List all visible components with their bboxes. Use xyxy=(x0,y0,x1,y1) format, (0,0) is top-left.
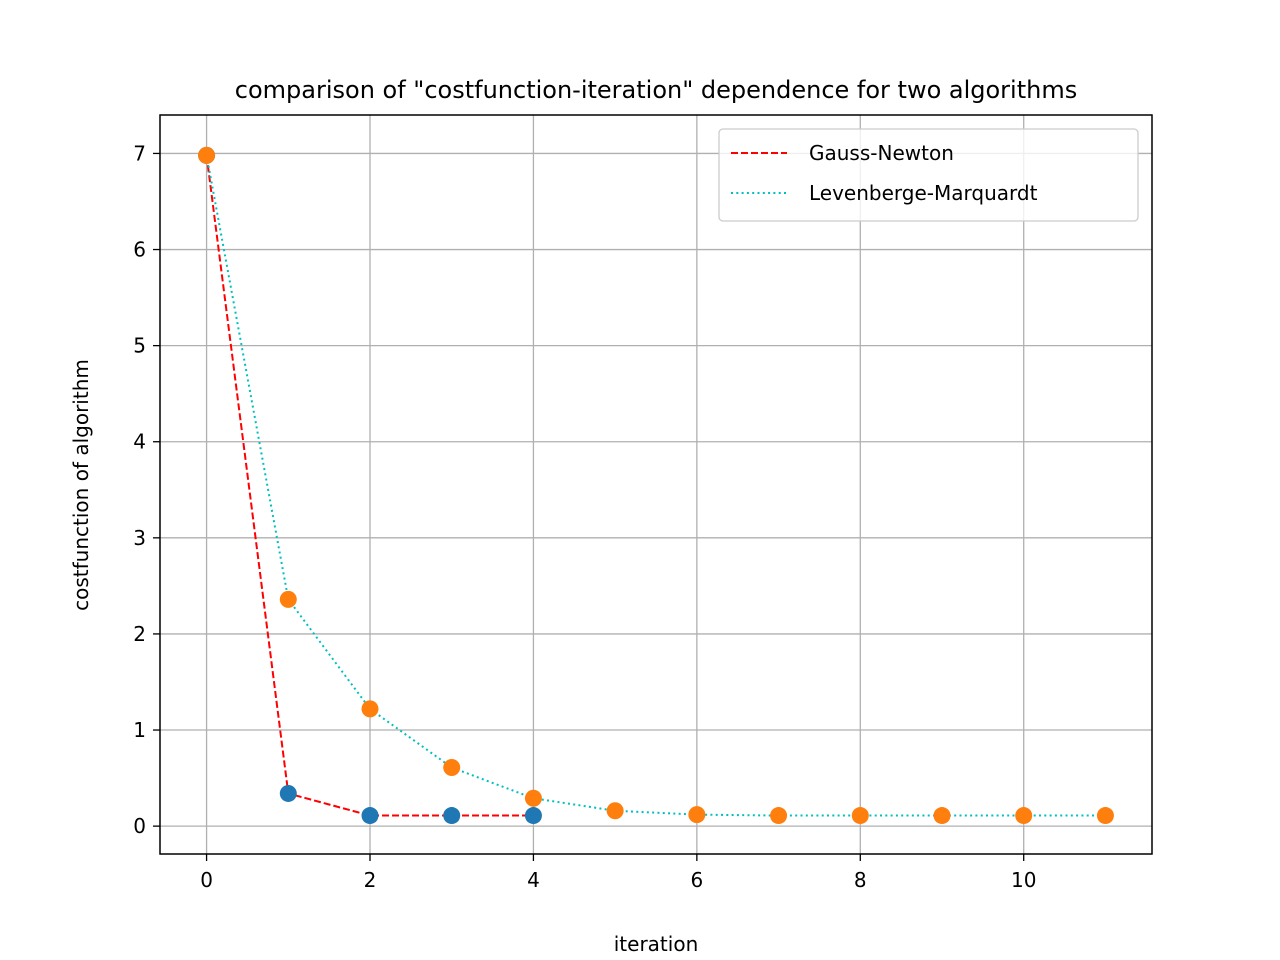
x-tick-label: 10 xyxy=(1011,868,1036,892)
x-tick-label: 4 xyxy=(527,868,540,892)
y-tick-label: 7 xyxy=(133,141,146,165)
series-line-1 xyxy=(205,155,534,817)
axis-ticks: 0 2 4 6 8 10 0 1 2 3 4 5 6 7 xyxy=(133,141,1036,892)
series-1-point xyxy=(361,807,379,825)
legend-label: Gauss-Newton xyxy=(809,141,954,165)
x-tick-label: 2 xyxy=(364,868,377,892)
series-2-point xyxy=(279,590,297,608)
y-tick-label: 2 xyxy=(133,622,146,646)
series-2-point xyxy=(851,807,869,825)
x-tick-label: 8 xyxy=(854,868,867,892)
legend: Gauss-Newton Levenberge-Marquardt xyxy=(718,128,1139,222)
grid xyxy=(160,115,1152,854)
plot-frame xyxy=(159,114,1153,855)
series-2-point xyxy=(688,806,706,824)
series-layer xyxy=(198,146,1114,825)
x-tick-label: 6 xyxy=(690,868,703,892)
series-2-point xyxy=(361,700,379,718)
series-2-point xyxy=(443,759,461,777)
chart-title: comparison of "costfunction-iteration" d… xyxy=(235,76,1077,104)
x-tick-label: 0 xyxy=(200,868,213,892)
y-tick-label: 5 xyxy=(133,334,146,358)
x-axis-label: iteration xyxy=(614,932,699,956)
y-tick-label: 1 xyxy=(133,718,146,742)
y-tick-label: 4 xyxy=(133,430,146,454)
series-2-point xyxy=(198,146,216,164)
series-1-point xyxy=(524,807,542,825)
series-2-point xyxy=(1015,807,1033,825)
legend-box xyxy=(718,128,1139,222)
series-2-point xyxy=(1096,807,1114,825)
series-2-point xyxy=(933,807,951,825)
series-2-point xyxy=(524,789,542,807)
series-1-point xyxy=(443,807,461,825)
legend-label: Levenberge-Marquardt xyxy=(809,181,1038,205)
y-tick-label: 3 xyxy=(133,526,146,550)
y-axis-label: costfunction of algorithm xyxy=(69,359,93,611)
series-2-point xyxy=(606,802,624,820)
y-tick-label: 0 xyxy=(133,814,146,838)
series-2-point xyxy=(770,807,788,825)
series-line-2 xyxy=(205,155,1106,817)
series-1-point xyxy=(279,784,297,802)
y-tick-label: 6 xyxy=(133,238,146,262)
